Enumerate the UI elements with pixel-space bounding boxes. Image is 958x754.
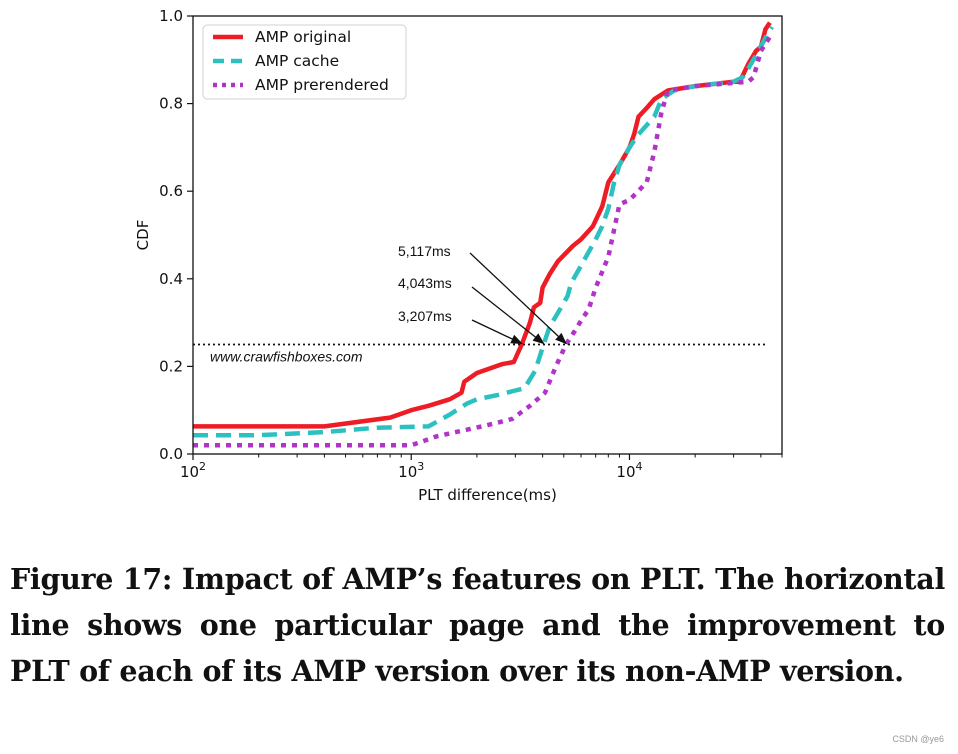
- source-credit: CSDN @ye6: [892, 734, 944, 744]
- x-tick-label: 103: [398, 460, 424, 481]
- y-axis-label: CDF: [134, 220, 152, 251]
- x-tick-label: 104: [616, 460, 642, 481]
- y-tick-label: 1.0: [159, 7, 183, 25]
- cdf-chart: www.crawfishboxes.com 5,117ms 4,043ms 3,207…: [134, 7, 783, 504]
- series-line-amp-prerendered: [193, 32, 774, 448]
- x-axis-label: PLT difference(ms): [418, 486, 557, 504]
- annotation-text-1: 5,117ms: [398, 243, 451, 259]
- y-tick-label: 0.4: [159, 270, 183, 288]
- annotation-text-2: 4,043ms: [398, 275, 452, 291]
- figure-caption: Figure 17: Impact of AMP’s features on P…: [10, 562, 945, 688]
- y-tick-label: 0.2: [159, 357, 183, 375]
- annotation-text-3: 3,207ms: [398, 308, 452, 324]
- legend-label-2: AMP cache: [255, 52, 339, 70]
- annotation-arrow-2: [471, 286, 545, 345]
- plot-frame: [192, 15, 783, 455]
- y-tick-label: 0.8: [159, 95, 183, 113]
- chart-figure: www.crawfishboxes.com 5,117ms 4,043ms 3,207…: [134, 7, 783, 504]
- legend-label-3: AMP prerendered: [255, 76, 389, 94]
- y-tick-label: 0.0: [159, 445, 183, 463]
- reference-line-label: www.crawfishboxes.com: [210, 349, 363, 365]
- y-tick-label: 0.6: [159, 182, 183, 200]
- legend-label-1: AMP original: [255, 28, 351, 46]
- annotation-arrow-1: [469, 252, 567, 345]
- legend-box: [202, 24, 407, 100]
- x-tick-label: 102: [180, 460, 206, 481]
- annotation-arrow-3: [471, 319, 523, 345]
